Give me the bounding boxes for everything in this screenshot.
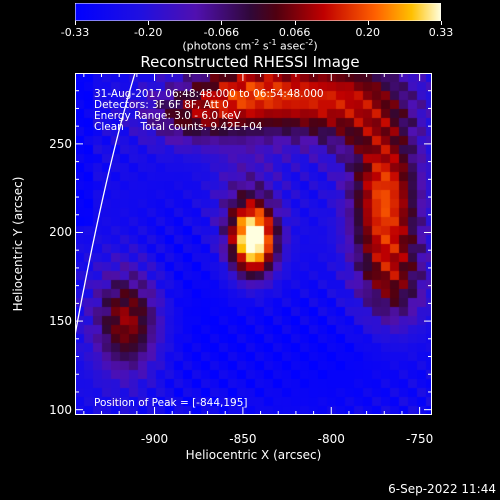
units-text: asec xyxy=(276,39,306,53)
image-canvas xyxy=(75,73,432,415)
y-tick-label: 200 xyxy=(49,225,72,240)
units-text: s xyxy=(259,39,269,53)
timestamp: 6-Sep-2022 11:44 xyxy=(388,482,496,496)
units-sup: -1 xyxy=(268,38,277,47)
rhessi-image xyxy=(75,73,432,415)
x-axis-label: Heliocentric X (arcsec) xyxy=(185,448,322,462)
colorbar-tick-label: 0.20 xyxy=(355,26,381,39)
info-peak: Position of Peak = [-844,195] xyxy=(94,397,248,409)
plot-overlay xyxy=(75,73,432,415)
x-tick-label: -800 xyxy=(317,432,345,446)
y-tick-label: 150 xyxy=(49,314,72,329)
colorbar xyxy=(74,2,442,22)
units-text: ) xyxy=(313,39,318,53)
x-tick-label: -750 xyxy=(406,432,434,446)
x-tick-label: -850 xyxy=(229,432,257,446)
info-detectors: Detectors: 3F 6F 8F, Att 0 xyxy=(94,99,229,111)
units-sup: -2 xyxy=(251,38,260,47)
colorbar-tick-label: -0.20 xyxy=(133,26,163,39)
y-tick-label: 250 xyxy=(49,136,72,151)
units-text: (photons cm xyxy=(182,39,252,53)
colorbar-tick-label: -0.33 xyxy=(60,26,90,39)
colorbar-tick-label: -0.066 xyxy=(203,26,240,39)
colorbar-tick-label: 0.066 xyxy=(278,26,311,39)
y-axis-label: Heliocentric Y (arcsec) xyxy=(11,176,25,312)
colorbar-tick-mark xyxy=(148,21,150,25)
colorbar-tick-mark xyxy=(221,21,223,25)
colorbar-gradient xyxy=(74,2,442,22)
x-tick-label: -900 xyxy=(140,432,169,446)
colorbar-tick-mark xyxy=(441,21,442,25)
image-title: Reconstructed RHESSI Image xyxy=(140,53,360,71)
colorbar-tick-mark xyxy=(294,21,296,25)
info-time: 31-Aug-2017 06:48:48.000 to 06:54:48.000 xyxy=(94,88,324,100)
colorbar-tick-label: 0.33 xyxy=(428,26,454,39)
info-energy: Energy Range: 3.0 - 6.0 keV xyxy=(94,110,241,122)
plot-frame xyxy=(75,73,432,415)
solar-limb-line xyxy=(75,73,136,336)
colorbar-tick-mark xyxy=(367,21,369,25)
colorbar-units: (photons cm-2 s-1 asec-2) xyxy=(0,38,500,53)
colorbar-tick-mark xyxy=(75,21,76,25)
info-clean: Clean Total counts: 9.42E+04 xyxy=(94,121,263,133)
y-tick-label: 100 xyxy=(49,402,72,417)
units-sup: -2 xyxy=(305,38,314,47)
